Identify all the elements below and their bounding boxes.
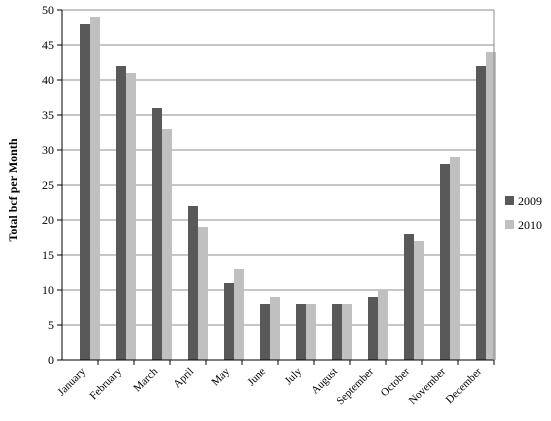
y-axis-label: Total bcf per Month (6, 138, 20, 241)
x-tick-label: July (283, 365, 305, 387)
y-tick-label: 0 (48, 353, 54, 367)
y-tick-label: 40 (42, 73, 54, 87)
x-tick-label: October (379, 365, 413, 399)
bar-2009-december (476, 66, 486, 360)
x-tick-label: May (209, 365, 232, 388)
legend-label-2010: 2010 (518, 218, 542, 232)
axes (57, 9, 495, 365)
y-tick-label: 25 (42, 178, 54, 192)
bar-2010-february (126, 73, 136, 360)
bar-2010-december (486, 52, 496, 360)
y-tick-labels: 0 5 10 15 20 25 30 35 40 45 50 (42, 3, 54, 367)
x-tick-labels: January February March April May June July Augu… (55, 365, 484, 407)
y-tick-label: 10 (42, 283, 54, 297)
bar-2009-may (224, 283, 234, 360)
legend-label-2009: 2009 (518, 194, 542, 208)
x-tick-label: December (444, 365, 485, 406)
bar-2009-august (332, 304, 342, 360)
bar-2009-april (188, 206, 198, 360)
bar-2010-april (198, 227, 208, 360)
y-tick-label: 15 (42, 248, 54, 262)
x-tick-label: September (334, 365, 376, 407)
bar-2009-november (440, 164, 450, 360)
legend-swatch-2010 (505, 220, 514, 229)
legend-swatch-2009 (505, 196, 514, 205)
bar-2010-november (450, 157, 460, 360)
bar-2009-march (152, 108, 162, 360)
bars (80, 17, 496, 360)
bar-2010-june (270, 297, 280, 360)
bar-2009-february (116, 66, 126, 360)
bar-2009-june (260, 304, 270, 360)
bar-2009-july (296, 304, 306, 360)
x-tick-label: February (88, 365, 125, 402)
x-tick-label: March (131, 365, 160, 394)
x-tick-label: August (309, 366, 340, 397)
bar-2010-march (162, 129, 172, 360)
x-tick-label: April (171, 366, 196, 391)
y-tick-label: 30 (42, 143, 54, 157)
x-tick-label: June (245, 366, 268, 389)
bar-2009-september (368, 297, 378, 360)
x-tick-label: January (55, 365, 88, 398)
bar-2010-july (306, 304, 316, 360)
bar-2010-january (90, 17, 100, 360)
y-tick-label: 20 (42, 213, 54, 227)
y-tick-label: 35 (42, 108, 54, 122)
bar-2010-october (414, 241, 424, 360)
bar-2010-august (342, 304, 352, 360)
bar-2010-september (378, 290, 388, 360)
bar-2010-may (234, 269, 244, 360)
y-tick-label: 45 (42, 38, 54, 52)
y-tick-label: 5 (48, 318, 54, 332)
bar-2009-january (80, 24, 90, 360)
y-tick-label: 50 (42, 3, 54, 17)
legend: 2009 2010 (505, 194, 542, 232)
x-tick-label: November (407, 365, 449, 407)
bar-2009-october (404, 234, 414, 360)
